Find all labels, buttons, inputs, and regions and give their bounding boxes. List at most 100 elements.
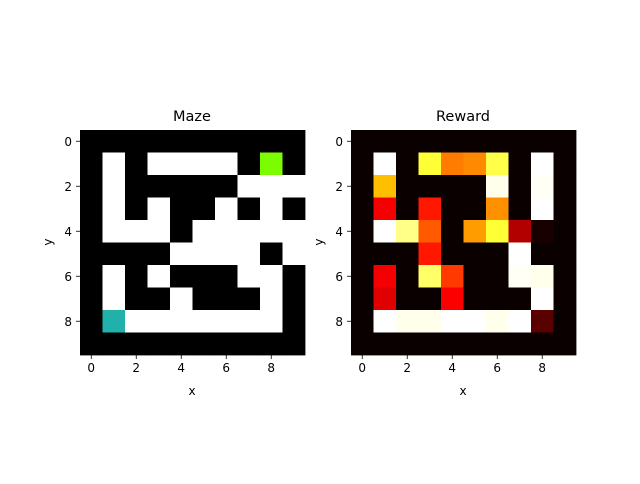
reward-cell <box>396 265 419 288</box>
reward-cell <box>508 310 532 333</box>
maze-cell-wall <box>102 130 126 153</box>
x-tick-label: 4 <box>177 361 185 375</box>
y-tick-label: 8 <box>335 315 343 329</box>
reward-cell <box>553 310 577 333</box>
maze-cell-wall <box>192 332 216 356</box>
reward-cell <box>441 265 464 288</box>
maze-cell-open <box>192 152 216 176</box>
reward-cell <box>396 287 419 311</box>
maze-cell-open <box>192 220 216 243</box>
maze-cell-open <box>237 220 261 243</box>
reward-cell <box>531 197 554 221</box>
reward-cell <box>508 152 532 176</box>
maze-cell-open <box>237 175 261 198</box>
maze-cell-wall <box>282 197 306 221</box>
reward-cell <box>463 130 487 153</box>
reward-cell <box>351 310 374 333</box>
reward-cell <box>463 332 487 356</box>
reward-cell <box>463 242 487 266</box>
reward-cell <box>396 197 419 221</box>
reward-cell <box>418 152 442 176</box>
reward-cell <box>351 175 374 198</box>
reward-cell <box>351 287 374 311</box>
maze-cell-open <box>282 220 306 243</box>
maze-cell-wall <box>147 332 171 356</box>
x-tick-label: 4 <box>448 361 456 375</box>
reward-cell <box>373 265 397 288</box>
maze-cell-open <box>170 242 193 266</box>
maze-cell-wall <box>125 265 148 288</box>
maze-cell-wall <box>170 220 193 243</box>
reward-cell <box>531 287 554 311</box>
reward-cell <box>441 220 464 243</box>
reward-cell <box>508 287 532 311</box>
reward-cell <box>531 220 554 243</box>
reward-cell <box>553 332 577 356</box>
reward-cell <box>486 310 509 333</box>
reward-cell <box>373 175 397 198</box>
reward-cell <box>418 175 442 198</box>
maze-cell-wall <box>237 152 261 176</box>
reward-cell <box>396 310 419 333</box>
reward-cell <box>441 332 464 356</box>
reward-cell <box>486 242 509 266</box>
maze-cell-open <box>102 175 126 198</box>
y-tick-label: 8 <box>64 315 72 329</box>
maze-cell-open <box>147 220 171 243</box>
reward-y-ticks: 0 2 4 6 8 <box>335 135 351 329</box>
reward-cell <box>418 265 442 288</box>
maze-cell-open <box>260 175 283 198</box>
maze-panel: Maze 0 2 4 6 8 0 2 4 6 8 x y <box>41 109 306 398</box>
reward-cell <box>486 287 509 311</box>
maze-cell-wall <box>260 242 283 266</box>
reward-cell <box>418 287 442 311</box>
maze-cell-open <box>102 220 126 243</box>
maze-cell-wall <box>80 130 103 153</box>
reward-cell <box>531 130 554 153</box>
reward-cells <box>351 130 577 356</box>
maze-cell-wall <box>260 130 283 153</box>
maze-cell-wall <box>192 265 216 288</box>
maze-cell-open <box>102 287 126 311</box>
reward-cell <box>418 197 442 221</box>
reward-cell <box>418 310 442 333</box>
y-tick-label: 0 <box>335 135 343 149</box>
maze-cell-wall <box>125 242 148 266</box>
maze-cell-open <box>282 242 306 266</box>
reward-cell <box>418 220 442 243</box>
maze-cell-wall <box>147 175 171 198</box>
maze-cell-open <box>215 310 238 333</box>
maze-cell-open <box>260 220 283 243</box>
reward-cell <box>508 175 532 198</box>
maze-cell-wall <box>80 242 103 266</box>
reward-cell <box>351 265 374 288</box>
reward-cell <box>486 332 509 356</box>
reward-cell <box>418 130 442 153</box>
maze-cell-wall <box>147 130 171 153</box>
reward-cell <box>418 332 442 356</box>
reward-cell <box>373 130 397 153</box>
maze-cell-open <box>170 152 193 176</box>
maze-cell-open <box>237 310 261 333</box>
reward-cell <box>396 220 419 243</box>
reward-cell <box>396 332 419 356</box>
reward-cell <box>373 197 397 221</box>
x-tick-label: 2 <box>403 361 411 375</box>
maze-cell-wall <box>282 130 306 153</box>
reward-cell <box>351 242 374 266</box>
maze-cell-wall <box>215 130 238 153</box>
reward-cell <box>373 287 397 311</box>
reward-x-axis-label: x <box>459 384 466 398</box>
reward-cell <box>486 130 509 153</box>
y-tick-label: 2 <box>64 180 72 194</box>
maze-cell-open <box>125 310 148 333</box>
maze-cell-wall <box>215 265 238 288</box>
maze-cell-open <box>260 197 283 221</box>
reward-cell <box>351 332 374 356</box>
reward-cell <box>373 152 397 176</box>
maze-cell-open <box>282 175 306 198</box>
maze-cell-wall <box>192 287 216 311</box>
maze-cell-wall <box>147 242 171 266</box>
reward-cell <box>553 197 577 221</box>
